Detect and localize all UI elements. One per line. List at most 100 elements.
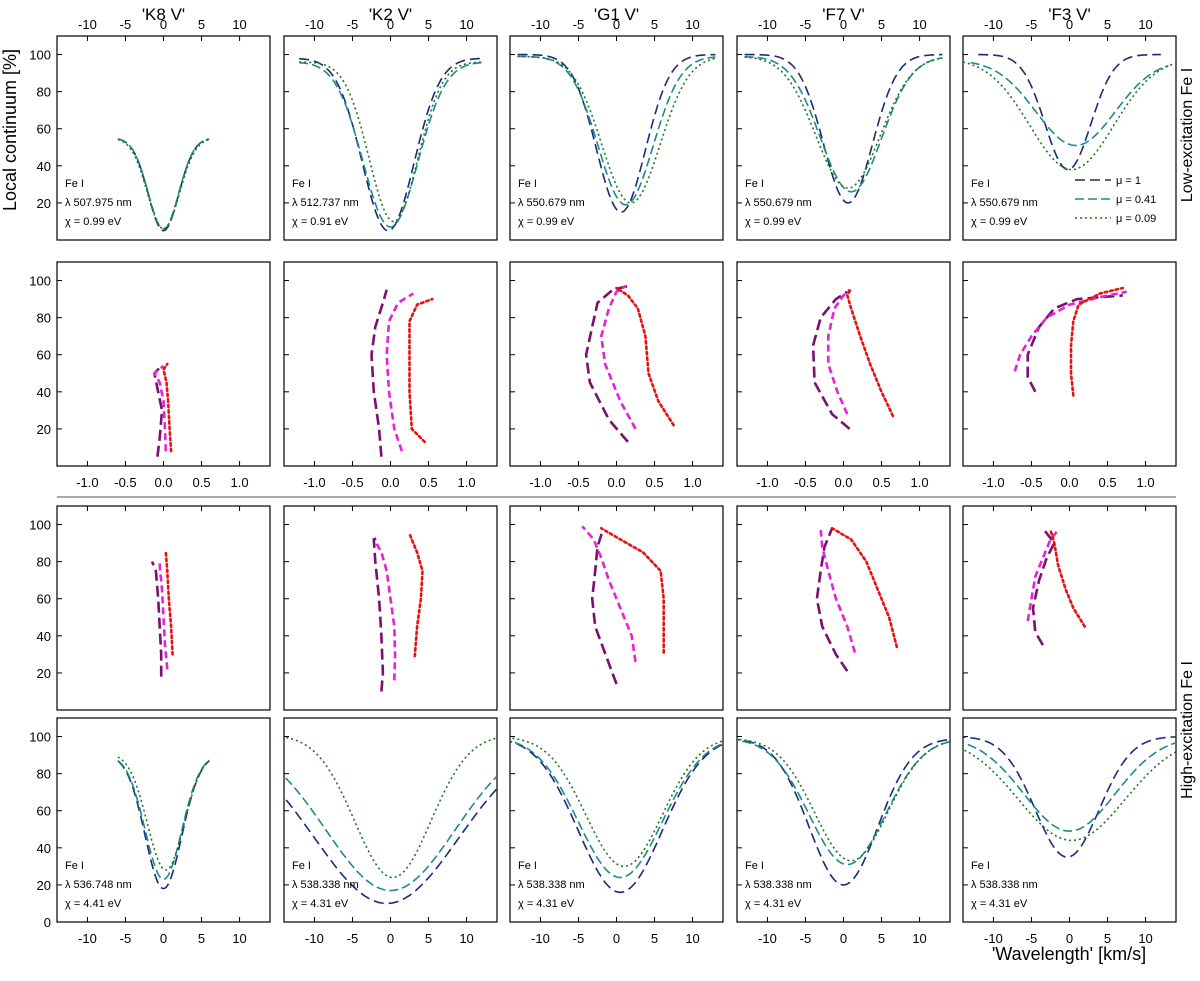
- line-wavelength-label: λ 507.975 nm: [65, 197, 132, 209]
- x-tick-label: -10: [758, 17, 777, 32]
- y-tick-label: 100: [29, 730, 51, 745]
- line-wavelength-label: λ 512.737 nm: [292, 197, 359, 209]
- x-tick-label: 0: [160, 931, 167, 946]
- x-tick-label: 10: [685, 931, 699, 946]
- line-excitation-label: χ = 0.99 eV: [971, 216, 1028, 228]
- line-wavelength-label: λ 550.679 nm: [971, 197, 1038, 209]
- column-title: 'F3 V': [1048, 5, 1090, 24]
- bisector-line: [1049, 528, 1086, 628]
- panel: -10 -5 0 5 10 Fe I λ 538.338 nm χ = 4.31 eV: [509, 717, 724, 946]
- line-excitation-label: χ = 4.31 eV: [292, 898, 349, 910]
- x-tick-label: -1.0: [982, 475, 1004, 490]
- y-tick-label: 20: [37, 878, 51, 893]
- bisector-line: [811, 290, 851, 430]
- bisector-line: [408, 532, 424, 658]
- x-tick-label: 10: [912, 17, 926, 32]
- panel-frame: [736, 261, 951, 467]
- line-excitation-label: χ = 0.99 eV: [745, 216, 802, 228]
- x-tick-label: -0.5: [567, 475, 589, 490]
- bisector-line: [150, 561, 163, 677]
- bisector-line: [162, 362, 173, 453]
- bisector-line: [152, 364, 168, 452]
- x-tick-label: -5: [347, 931, 359, 946]
- panel-frame: [736, 717, 951, 923]
- x-tick-label: 5: [651, 931, 658, 946]
- legend-label: μ = 0.09: [1116, 213, 1156, 225]
- panel: 20 40 60 80 100: [29, 505, 271, 711]
- x-tick-label: 0: [387, 17, 394, 32]
- profile-line: [963, 61, 1176, 171]
- x-tick-label: 5: [198, 931, 205, 946]
- y-tick-label: 100: [29, 518, 51, 533]
- bisector-line: [385, 292, 414, 452]
- x-tick-label: 0: [387, 931, 394, 946]
- profile-line: [117, 138, 210, 230]
- bisector-line: [599, 284, 637, 430]
- x-tick-label: -10: [984, 931, 1003, 946]
- profile-line: [517, 55, 716, 206]
- y-tick-label: 0: [44, 915, 51, 930]
- x-tick-label: 5: [198, 17, 205, 32]
- line-excitation-label: χ = 4.31 eV: [745, 898, 802, 910]
- x-tick-label: 0: [613, 931, 620, 946]
- y-tick-label: 80: [37, 311, 51, 326]
- bisector-line: [164, 551, 174, 656]
- x-tick-label: -0.5: [114, 475, 136, 490]
- series-group: [811, 286, 895, 430]
- profile-line: [510, 740, 723, 894]
- x-tick-label: -0.5: [1020, 475, 1042, 490]
- x-tick-label: 1.0: [458, 475, 476, 490]
- x-tick-label: -10: [78, 931, 97, 946]
- column-title: 'K2 V': [369, 5, 412, 24]
- panel-frame: [283, 717, 498, 923]
- x-tick-label: 1.0: [684, 475, 702, 490]
- x-tick-label: -10: [78, 17, 97, 32]
- series-group: [299, 57, 482, 232]
- x-tick-label: 0: [840, 17, 847, 32]
- x-tick-label: 5: [651, 17, 658, 32]
- bisector-line: [1069, 286, 1125, 397]
- y-tick-label: 100: [29, 48, 51, 63]
- x-tick-label: 1.0: [1137, 475, 1155, 490]
- panel: -10 -5 0 5 10 Fe I λ 550.679 nm χ = 0.99 eV μ = …: [962, 17, 1177, 241]
- bisector-line: [827, 288, 851, 415]
- panel: -10 -5 0 5 10 Fe I λ 550.679 nm χ = 0.99 eV: [509, 17, 724, 241]
- line-excitation-label: χ = 0.91 eV: [292, 216, 349, 228]
- y-tick-label: 20: [37, 422, 51, 437]
- panel: -10 -5 0 5 10 Fe I λ 538.338 nm χ = 4.31 eV: [962, 717, 1177, 946]
- panel-frame: [56, 261, 271, 467]
- panel-frame: [962, 261, 1177, 467]
- bisector-line: [1026, 529, 1060, 622]
- profile-line: [963, 741, 1176, 832]
- x-tick-label: 10: [1138, 931, 1152, 946]
- panel: [962, 505, 1177, 711]
- x-tick-label: 5: [878, 17, 885, 32]
- panel: -10 -5 0 5 10 Fe I λ 512.737 nm χ = 0.91 eV: [283, 17, 498, 241]
- profile-line: [978, 53, 1161, 171]
- bisector-line: [600, 527, 665, 654]
- panel-frame: [283, 261, 498, 467]
- x-tick-label: -5: [800, 931, 812, 946]
- y-tick-label: 20: [37, 666, 51, 681]
- y-tick-label: 40: [37, 629, 51, 644]
- x-tick-label: 0: [840, 931, 847, 946]
- x-tick-label: 0: [160, 17, 167, 32]
- series-group: [510, 737, 723, 894]
- x-tick-label: 0.5: [192, 475, 210, 490]
- bisector-line: [845, 286, 895, 418]
- panel: [283, 505, 498, 711]
- x-tick-label: -5: [1026, 931, 1038, 946]
- profile-line: [299, 61, 482, 223]
- bisector-line: [158, 559, 169, 670]
- x-tick-label: -5: [120, 17, 132, 32]
- profile-line: [117, 756, 210, 871]
- line-species-label: Fe I: [745, 860, 764, 872]
- x-tick-label: 10: [1138, 17, 1152, 32]
- profile-line: [284, 787, 497, 905]
- bisector-line: [815, 527, 849, 672]
- y-tick-label: 40: [37, 841, 51, 856]
- series-group: [963, 736, 1176, 858]
- series-group: [815, 527, 899, 672]
- x-tick-label: 5: [1104, 17, 1111, 32]
- panel: -10 -5 0 5 10 Fe I λ 550.679 nm χ = 0.99 eV: [736, 17, 951, 241]
